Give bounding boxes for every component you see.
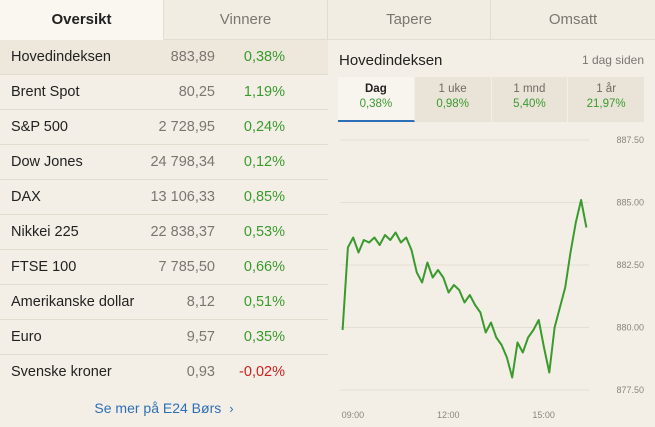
y-tick-label: 880.00	[616, 323, 644, 333]
x-tick-label: 12:00	[437, 410, 460, 420]
row-divider	[0, 179, 328, 180]
row-divider	[0, 249, 328, 250]
row-change: 1,19%	[243, 84, 285, 100]
row-divider	[0, 214, 328, 215]
chevron-right-icon[interactable]: ›	[229, 401, 234, 416]
table-row-dow-jones[interactable]: Dow Jones 24 798,34 0,12%	[0, 145, 328, 180]
row-divider	[0, 319, 328, 320]
updated-time: 1 dag siden	[581, 53, 644, 67]
row-value: 9,57	[186, 329, 215, 345]
period-label: 1 år	[596, 83, 617, 95]
row-change: 0,85%	[243, 189, 285, 205]
table-row-svenske-kroner[interactable]: Svenske kroner 0,93 -0,02%	[0, 355, 328, 390]
period-tab-1-uke[interactable]: 1 uke 0,98%	[415, 77, 492, 122]
table-row-dax[interactable]: DAX 13 106,33 0,85%	[0, 180, 328, 215]
row-divider	[0, 144, 328, 145]
y-tick-label: 887.50	[616, 135, 644, 145]
row-name: Dow Jones	[11, 154, 83, 170]
intraday-line-chart: 887.50 885.00 882.50 880.00 877.50 09:00 12:00…	[340, 135, 644, 420]
period-value: 0,98%	[436, 98, 469, 110]
row-change: 0,35%	[243, 329, 285, 345]
row-change: 0,53%	[243, 224, 285, 240]
table-row-amerikanske-dollar[interactable]: Amerikanske dollar 8,12 0,51%	[0, 285, 328, 320]
market-overview-list: Hovedindeksen 883,89 0,38% Brent Spot 80…	[0, 40, 328, 427]
row-name: Nikkei 225	[11, 224, 79, 240]
row-divider	[0, 354, 328, 355]
panel-title: Hovedindeksen	[339, 52, 443, 69]
row-change: 0,24%	[243, 119, 285, 135]
row-name: Svenske kroner	[11, 364, 112, 380]
row-change: 0,38%	[243, 49, 285, 65]
period-tab-1-ar[interactable]: 1 år 21,97%	[568, 77, 644, 122]
table-row-hovedindeksen[interactable]: Hovedindeksen 883,89 0,38%	[0, 40, 328, 75]
period-value: 5,40%	[513, 98, 546, 110]
period-label: 1 mnd	[513, 83, 546, 95]
table-row-euro[interactable]: Euro 9,57 0,35%	[0, 320, 328, 355]
row-change: 0,51%	[243, 294, 285, 310]
row-divider	[0, 74, 328, 75]
row-name: Euro	[11, 329, 42, 345]
row-value: 24 798,34	[150, 154, 215, 170]
row-name: Brent Spot	[11, 84, 80, 100]
row-name: Hovedindeksen	[11, 49, 111, 65]
tab-vinnere[interactable]: Vinnere	[164, 0, 328, 40]
y-tick-label: 885.00	[616, 198, 644, 208]
row-change: -0,02%	[239, 364, 285, 380]
row-value: 22 838,37	[150, 224, 215, 240]
tab-oversikt[interactable]: Oversikt	[0, 0, 164, 40]
more-link-area: Se mer på E24 Børs ›	[0, 390, 328, 427]
period-tab-1-mnd[interactable]: 1 mnd 5,40%	[492, 77, 569, 122]
row-value: 7 785,50	[158, 259, 215, 275]
x-tick-label: 15:00	[532, 410, 555, 420]
tab-tapere[interactable]: Tapere	[328, 0, 491, 40]
y-tick-label: 882.50	[616, 260, 644, 270]
see-more-link[interactable]: Se mer på E24 Børs	[94, 400, 222, 416]
row-name: FTSE 100	[11, 259, 77, 275]
row-divider	[0, 284, 328, 285]
period-label: Dag	[365, 83, 387, 95]
row-value: 0,93	[186, 364, 215, 380]
tab-bar: Oversikt Vinnere Tapere Omsatt	[0, 0, 655, 40]
row-change: 0,66%	[243, 259, 285, 275]
table-row-brent-spot[interactable]: Brent Spot 80,25 1,19%	[0, 75, 328, 110]
row-change: 0,12%	[243, 154, 285, 170]
x-tick-label: 09:00	[342, 410, 365, 420]
period-label: 1 uke	[438, 83, 467, 95]
y-tick-label: 877.50	[616, 385, 644, 395]
row-value: 8,12	[186, 294, 215, 310]
row-value: 80,25	[178, 84, 215, 100]
period-value: 0,38%	[359, 98, 393, 110]
table-row-ftse-100[interactable]: FTSE 100 7 785,50 0,66%	[0, 250, 328, 285]
row-value: 883,89	[170, 49, 215, 65]
period-value: 21,97%	[586, 98, 626, 110]
row-name: Amerikanske dollar	[11, 294, 135, 310]
period-tab-dag[interactable]: Dag 0,38%	[338, 77, 415, 122]
row-name: DAX	[11, 189, 41, 205]
table-row-nikkei-225[interactable]: Nikkei 225 22 838,37 0,53%	[0, 215, 328, 250]
tab-omsatt[interactable]: Omsatt	[491, 0, 655, 40]
period-selector: Dag 0,38% 1 uke 0,98% 1 mnd 5,40% 1 år 2…	[338, 77, 644, 122]
table-row-sp500[interactable]: S&P 500 2 728,95 0,24%	[0, 110, 328, 145]
row-value: 2 728,95	[158, 119, 215, 135]
row-value: 13 106,33	[150, 189, 215, 205]
series-line-hovedindeksen	[341, 199, 588, 379]
row-name: S&P 500	[11, 119, 68, 135]
row-divider	[0, 109, 328, 110]
index-chart-panel: Hovedindeksen 1 dag siden Dag 0,38% 1 uk…	[329, 40, 655, 427]
